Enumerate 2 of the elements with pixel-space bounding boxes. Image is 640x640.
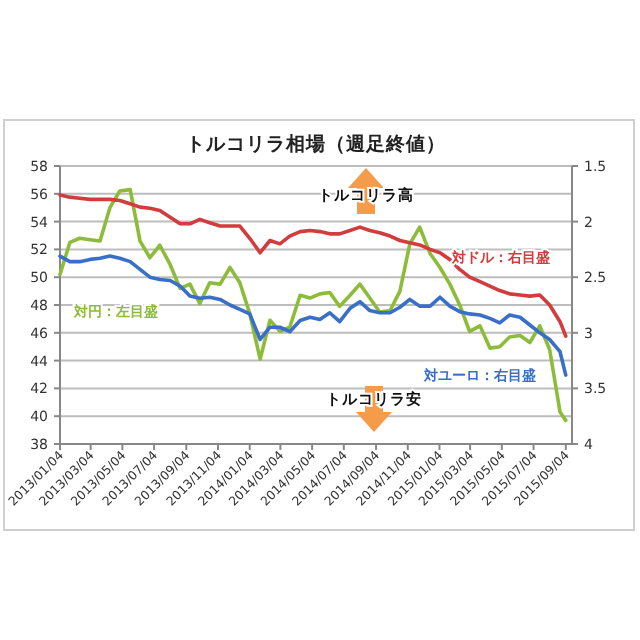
line-series xyxy=(58,187,568,423)
chart-title: トルコリラ相場（週足終値） xyxy=(186,132,446,156)
